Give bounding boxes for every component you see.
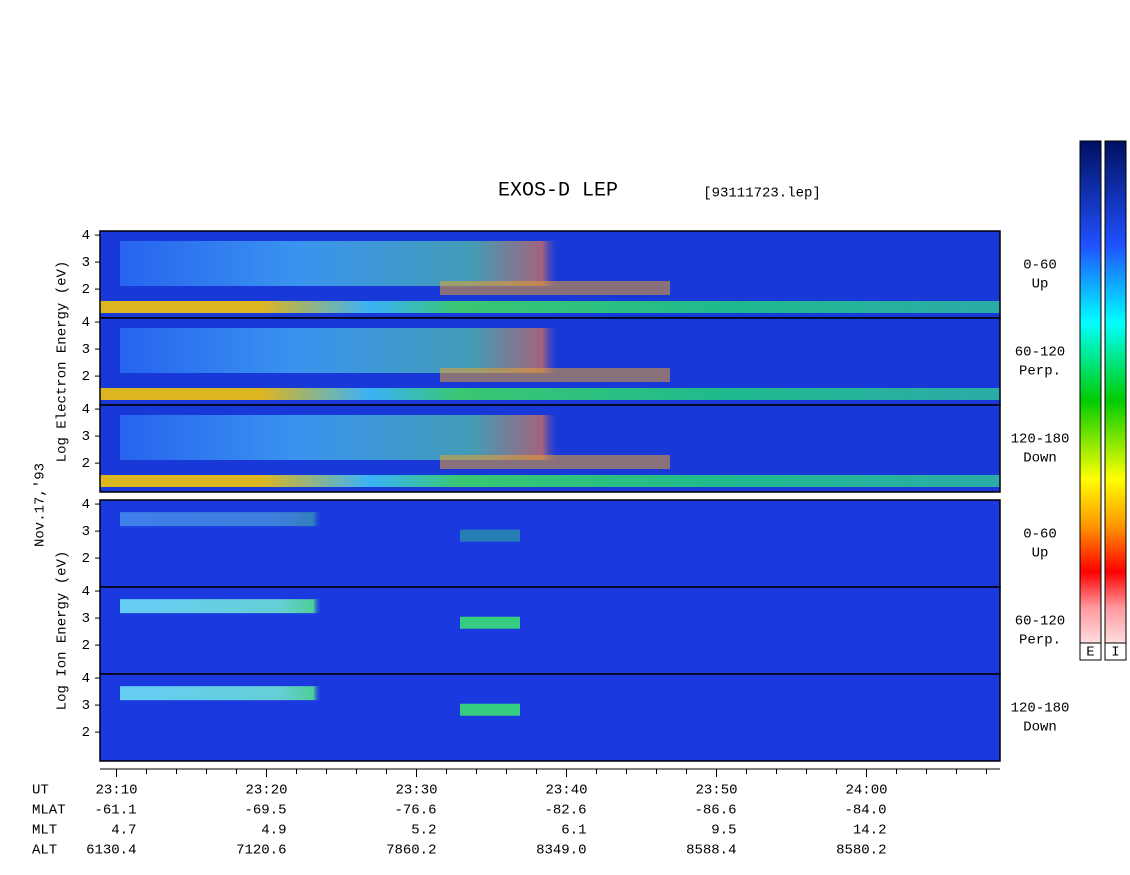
channel-label: 60-120 [1015, 345, 1065, 361]
ephemeris-value: -61.1 [94, 803, 136, 819]
spectrum-band [440, 454, 670, 469]
y-tick-label: 3 [82, 524, 90, 540]
channel-label: 60-120 [1015, 614, 1065, 630]
ephemeris-value: 8588.4 [686, 843, 736, 859]
colorbar-label: E [1086, 645, 1094, 661]
panel-frame [99, 404, 1001, 493]
y-tick-label: 4 [82, 402, 90, 418]
y-tick-label: 3 [82, 255, 90, 271]
y-tick-label: 2 [82, 369, 90, 385]
channel-label: 0-60 [1023, 258, 1057, 274]
y-tick-label: 2 [82, 725, 90, 741]
x-tick-label: 24:00 [845, 783, 887, 799]
colorbar-label-box [1104, 642, 1127, 661]
y-tick-label: 4 [82, 584, 90, 600]
spectrum-band [120, 415, 1000, 460]
y-tick-label: 4 [82, 671, 90, 687]
ephemeris-value: 14.2 [853, 823, 887, 839]
ephemeris-value: 9.5 [711, 823, 736, 839]
ephemeris-value: 7120.6 [236, 843, 286, 859]
ephemeris-label: UT [32, 783, 49, 799]
y-tick-label: 2 [82, 638, 90, 654]
direction-label: Perp. [1019, 364, 1061, 380]
y-tick-label: 2 [82, 282, 90, 298]
y-tick-label: 4 [82, 228, 90, 244]
colorbar-label: I [1111, 645, 1119, 661]
spectrum-band [440, 367, 670, 382]
ephemeris-value: -84.0 [844, 803, 886, 819]
ephemeris-value: -86.6 [694, 803, 736, 819]
ephemeris-value: 8580.2 [836, 843, 886, 859]
direction-label: Down [1023, 451, 1057, 467]
ephemeris-value: 8349.0 [536, 843, 586, 859]
channel-label: 120-180 [1011, 701, 1070, 717]
ephemeris-value: -82.6 [544, 803, 586, 819]
spectrum-band [460, 616, 520, 629]
y-tick-label: 3 [82, 698, 90, 714]
ephemeris-label: MLAT [32, 803, 66, 819]
direction-label: Up [1032, 277, 1049, 293]
ephemeris-value: -69.5 [244, 803, 286, 819]
ephemeris-value: 6.1 [561, 823, 586, 839]
y-axis-label: Log Ion Energy (eV) [55, 551, 71, 711]
spectrum-band [120, 686, 540, 701]
ephemeris-value: 5.2 [411, 823, 436, 839]
ephemeris-label: ALT [32, 843, 57, 859]
spectrum-band [120, 241, 1000, 286]
spectrum-band [460, 703, 520, 716]
x-tick-label: 23:30 [395, 783, 437, 799]
y-tick-label: 2 [82, 456, 90, 472]
chart-subtitle: [93111723.lep] [703, 186, 821, 202]
spectrum-band [100, 301, 1000, 313]
channel-label: 120-180 [1011, 432, 1070, 448]
x-tick-label: 23:40 [545, 783, 587, 799]
x-tick-label: 23:10 [95, 783, 137, 799]
spectrum-band [440, 280, 670, 295]
spectrum-band [120, 328, 1000, 373]
ephemeris-value: 6130.4 [86, 843, 136, 859]
x-tick-label: 23:20 [245, 783, 287, 799]
y-tick-label: 4 [82, 497, 90, 513]
y-axis-label: Log Electron Energy (eV) [55, 261, 71, 463]
direction-label: Perp. [1019, 633, 1061, 649]
date-label: Nov.17,'93 [33, 463, 49, 547]
ephemeris-value: 4.7 [111, 823, 136, 839]
spectrum-band [460, 529, 520, 542]
direction-label: Down [1023, 720, 1057, 736]
colorbar-label-box [1079, 642, 1102, 661]
spectrum-band [100, 388, 1000, 400]
ephemeris-value: 7860.2 [386, 843, 436, 859]
direction-label: Up [1032, 546, 1049, 562]
x-tick-label: 23:50 [695, 783, 737, 799]
channel-label: 0-60 [1023, 527, 1057, 543]
y-tick-label: 2 [82, 551, 90, 567]
y-tick-label: 3 [82, 611, 90, 627]
spectrum-band [100, 475, 1000, 487]
spectrum-band [120, 599, 540, 614]
spectrum-band [120, 512, 540, 527]
y-tick-label: 4 [82, 315, 90, 331]
panel-frame [99, 673, 1001, 762]
ephemeris-label: MLT [32, 823, 57, 839]
colorbar [1104, 140, 1127, 661]
ephemeris-value: 4.9 [261, 823, 286, 839]
y-tick-label: 3 [82, 342, 90, 358]
ephemeris-value: -76.6 [394, 803, 436, 819]
y-tick-label: 3 [82, 429, 90, 445]
colorbar [1079, 140, 1102, 661]
chart-title: EXOS-D LEP [498, 179, 618, 202]
